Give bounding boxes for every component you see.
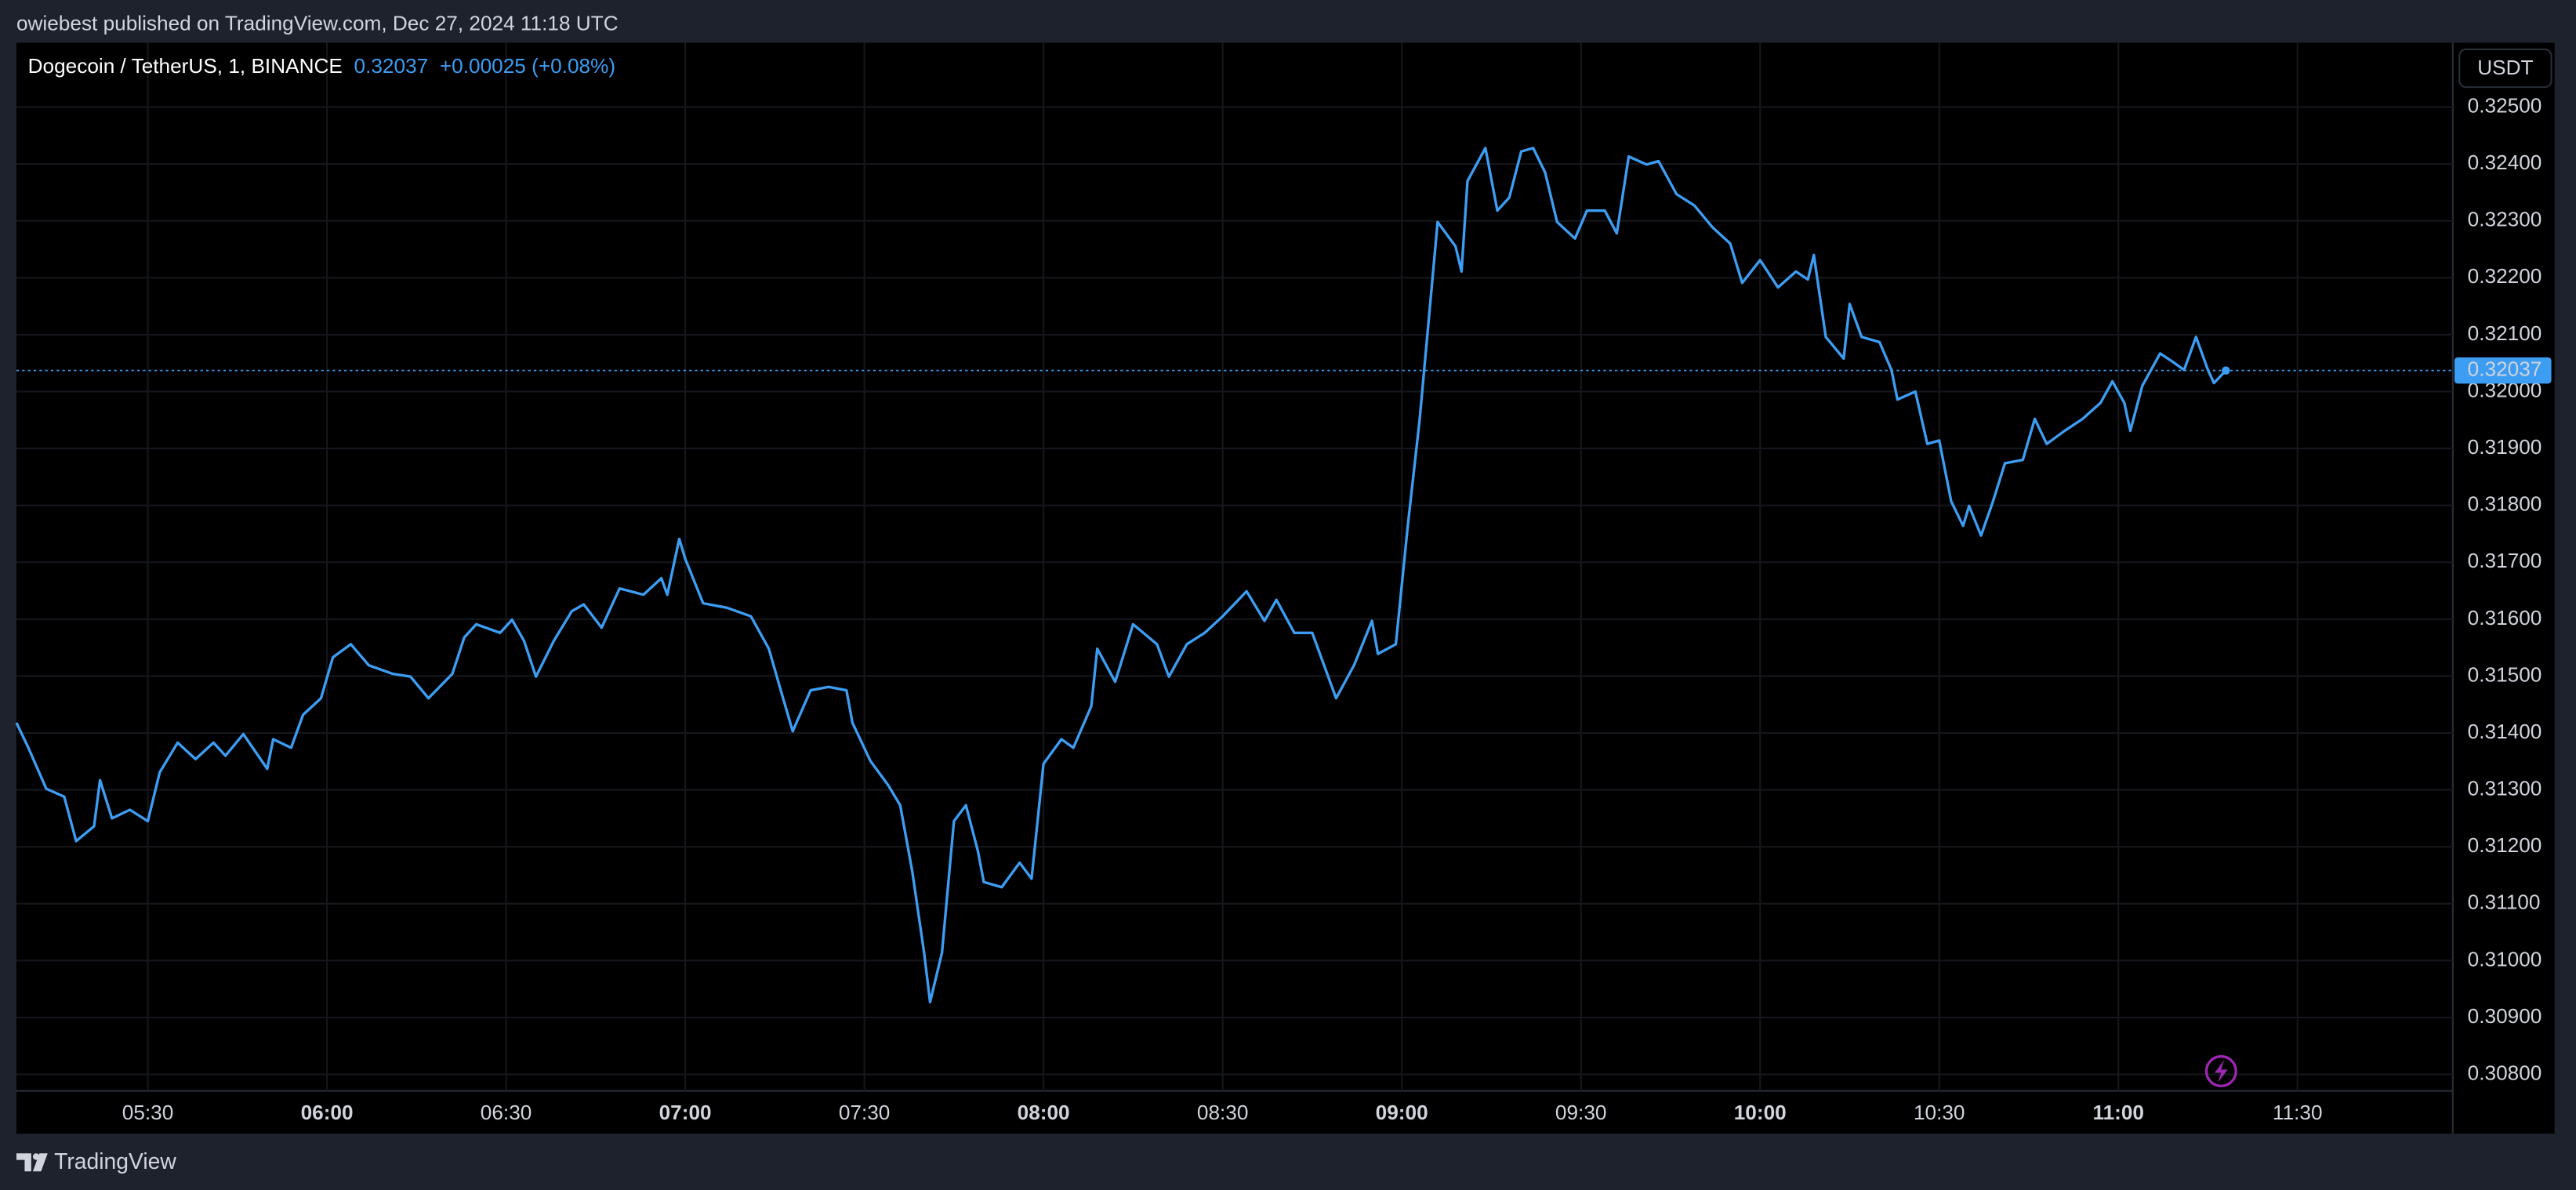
x-tick-label: 07:00 (659, 1101, 712, 1124)
x-tick-label: 05:30 (122, 1101, 174, 1124)
y-tick-label: 0.30900 (2468, 1004, 2542, 1028)
brand-name: TradingView (54, 1148, 176, 1174)
symbol-title: Dogecoin / TetherUS, 1, BINANCE (28, 54, 343, 78)
legend: Dogecoin / TetherUS, 1, BINANCE 0.32037 +0… (28, 54, 615, 78)
alert-icon[interactable] (2204, 1054, 2237, 1087)
x-tick-label: 09:30 (1555, 1101, 1607, 1124)
y-tick-label: 0.32100 (2468, 321, 2542, 345)
x-tick-label: 10:30 (1914, 1101, 1965, 1124)
x-tick-label: 06:30 (481, 1101, 532, 1124)
y-tick-label: 0.32200 (2468, 264, 2542, 288)
y-tick-label: 0.32500 (2468, 93, 2542, 117)
y-tick-label: 0.31600 (2468, 606, 2542, 629)
y-tick-label: 0.31800 (2468, 492, 2542, 516)
brand-logo (16, 1153, 48, 1172)
y-tick-label: 0.32400 (2468, 151, 2542, 174)
y-tick-label: 0.31300 (2468, 777, 2542, 800)
last-price-badge (2454, 357, 2552, 384)
price-line (15, 147, 2227, 1004)
y-tick-label: 0.31400 (2468, 720, 2542, 743)
x-tick-label: 08:00 (1018, 1101, 1070, 1124)
x-tick-label: 11:30 (2273, 1101, 2323, 1124)
currency-button[interactable] (2458, 48, 2552, 89)
legend-change: +0.00025 (+0.08%) (440, 54, 615, 78)
y-tick-label: 0.32300 (2468, 208, 2542, 231)
alert-bolt (2214, 1059, 2228, 1083)
currency-label[interactable]: USDT (2477, 56, 2533, 79)
y-tick-label: 0.31500 (2468, 662, 2542, 686)
y-tick-label: 0.31700 (2468, 549, 2542, 572)
grid (16, 42, 2453, 1091)
x-tick-label: 08:30 (1197, 1101, 1249, 1124)
y-tick-label: 0.30800 (2468, 1061, 2542, 1084)
y-tick-label: 0.31200 (2468, 833, 2542, 857)
last-price-label: 0.32037 (2468, 357, 2542, 381)
chart-pane (16, 42, 2555, 1134)
x-tick-label: 11:00 (2092, 1101, 2144, 1124)
brand-logo-dot (32, 1153, 40, 1160)
x-tick-label: 07:30 (839, 1101, 891, 1124)
y-tick-label: 0.31000 (2468, 947, 2542, 971)
x-tick-label: 06:00 (301, 1101, 354, 1124)
x-tick-label: 09:00 (1376, 1101, 1428, 1124)
y-tick-label: 0.31900 (2468, 435, 2542, 459)
y-tick-label: 0.31100 (2468, 891, 2541, 914)
plot (15, 147, 2453, 1004)
legend-price: 0.32037 (354, 54, 429, 78)
x-tick-label: 10:00 (1734, 1101, 1787, 1124)
published-note: owiebest published on TradingView.com, D… (16, 11, 619, 34)
